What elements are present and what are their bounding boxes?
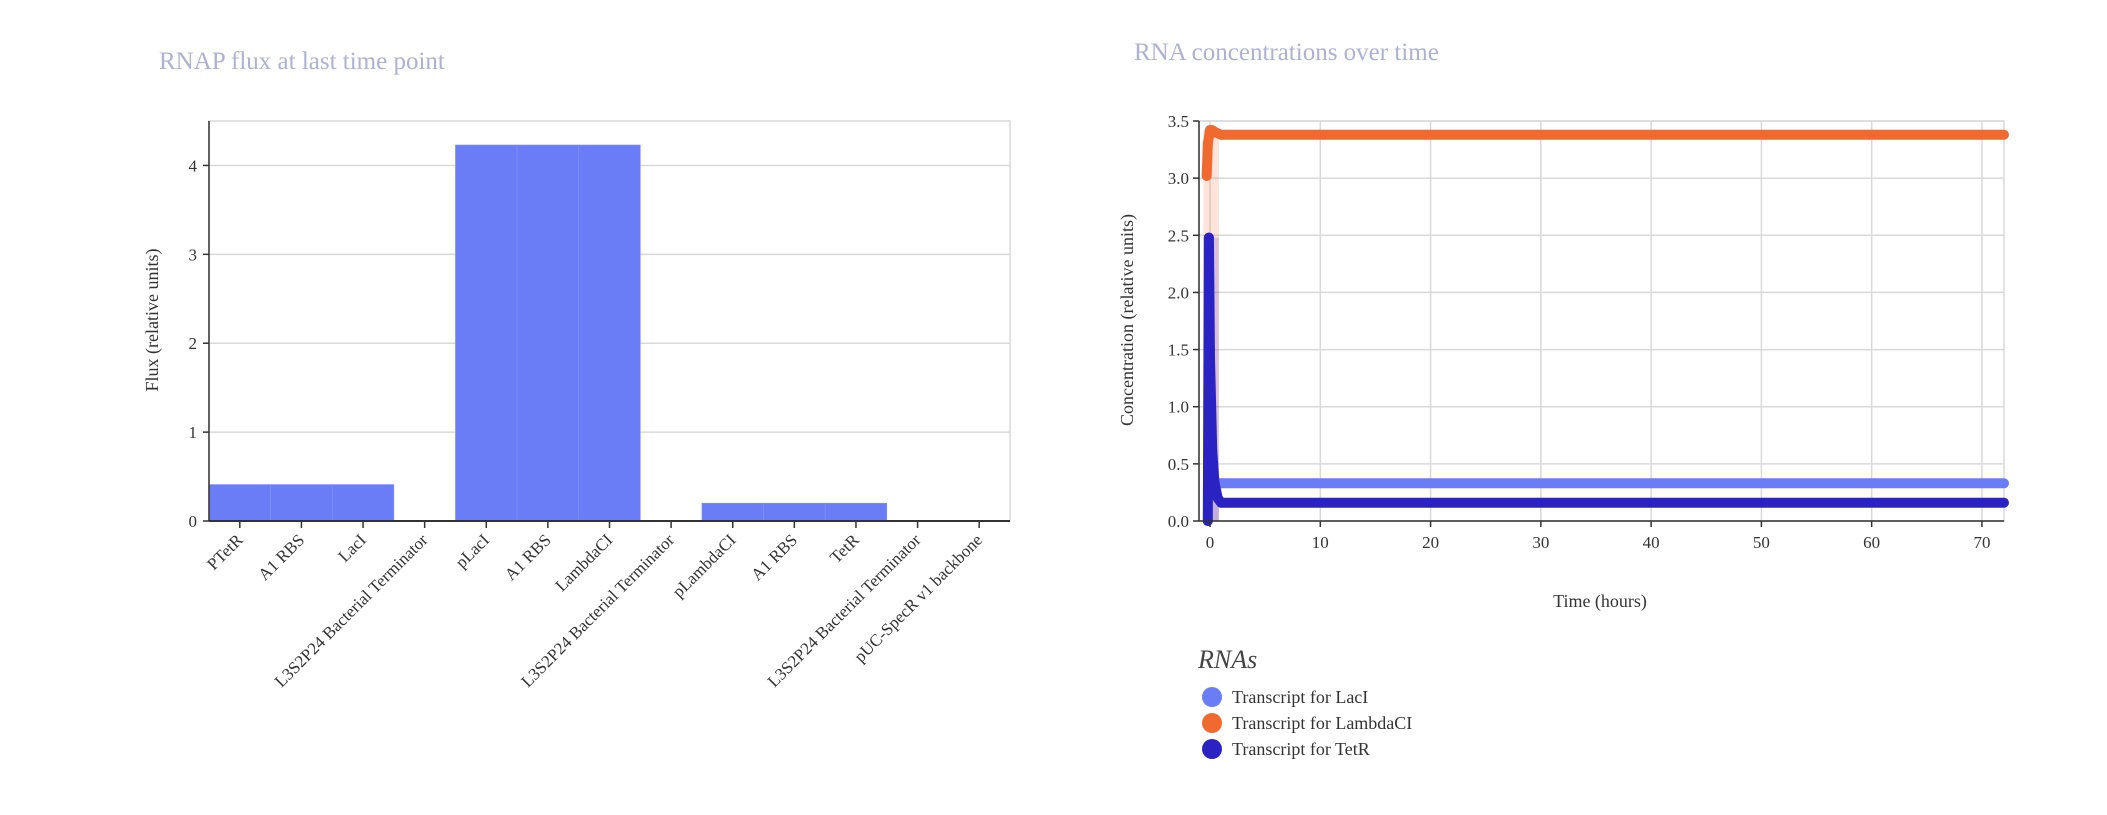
bar-y-ticks: 0 1 2 3 4 xyxy=(189,156,209,531)
series-point[interactable] xyxy=(1216,497,1227,508)
line-chart: RNA concentrations over time 0.0 0.5 1.0 1.… xyxy=(1117,39,2009,612)
line-y-tick-label: 0.5 xyxy=(1168,455,1189,474)
bar-y-tick-label: 1 xyxy=(189,423,198,442)
bar-chart: RNAP flux at last time point 0 1 2 3 4 PTetR… xyxy=(142,48,1011,691)
bar-series xyxy=(208,144,888,522)
line-axes xyxy=(1198,121,2004,522)
legend-swatch xyxy=(1202,739,1222,759)
line-x-tick-label: 40 xyxy=(1643,533,1660,552)
series-line[interactable] xyxy=(1205,478,2009,492)
legend-items: Transcript for LacI Transcript for Lambda… xyxy=(1202,687,1412,759)
legend-title: RNAs xyxy=(1197,645,1257,674)
series-point[interactable] xyxy=(1201,170,1212,181)
series-line[interactable] xyxy=(1202,232,2009,526)
line-chart-title: RNA concentrations over time xyxy=(1134,39,1439,66)
bar-chart-title: RNAP flux at last time point xyxy=(159,48,445,75)
bar-y-tick-label: 4 xyxy=(189,156,198,175)
bar-x-tick-label: LambdaCI xyxy=(551,530,616,595)
bar-x-tick-label: pUC-SpecR v1 backbone xyxy=(850,530,986,666)
bar-x-tick-label: A1 RBS xyxy=(501,530,555,584)
bar-y-tick-label: 0 xyxy=(189,512,198,531)
line-x-tick-label: 10 xyxy=(1312,533,1329,552)
bar-x-tick-label: PTetR xyxy=(203,530,247,574)
bar[interactable] xyxy=(701,502,764,522)
series-point[interactable] xyxy=(1209,477,1220,488)
line-x-tick-label: 20 xyxy=(1422,533,1439,552)
series-point[interactable] xyxy=(1216,129,1227,140)
line-y-ticks: 0.0 0.5 1.0 1.5 2.0 2.5 3.0 3.5 xyxy=(1168,112,1199,531)
line-y-tick-label: 0.0 xyxy=(1168,512,1189,531)
line-x-tick-label: 60 xyxy=(1863,533,1880,552)
line-series xyxy=(1201,125,2009,526)
bar[interactable] xyxy=(270,484,333,522)
line-y-tick-label: 2.5 xyxy=(1168,226,1189,245)
legend-swatch xyxy=(1202,713,1222,733)
line-x-tick-label: 30 xyxy=(1532,533,1549,552)
line-x-axis-title: Time (hours) xyxy=(1553,591,1647,612)
bar[interactable] xyxy=(763,502,826,522)
bar[interactable] xyxy=(824,502,888,522)
series-point[interactable] xyxy=(1203,232,1214,243)
bar[interactable] xyxy=(516,144,579,522)
line-x-tick-label: 0 xyxy=(1206,533,1215,552)
bar[interactable] xyxy=(208,484,271,522)
bar-y-tick-label: 3 xyxy=(189,245,198,264)
legend-swatch xyxy=(1202,687,1222,707)
line-x-tick-label: 50 xyxy=(1753,533,1770,552)
legend-label: Transcript for TetR xyxy=(1232,739,1370,759)
line-y-tick-label: 1.5 xyxy=(1168,341,1189,360)
line-y-tick-label: 1.0 xyxy=(1168,398,1189,417)
bar[interactable] xyxy=(578,144,641,522)
line-gridlines xyxy=(1198,120,2005,522)
line-x-ticks: 0 10 20 30 40 50 60 70 xyxy=(1206,521,1990,552)
series-line[interactable] xyxy=(1201,125,2009,181)
bar-x-tick-label: pLambdaCI xyxy=(669,530,740,601)
bar[interactable] xyxy=(331,484,395,522)
legend-label: Transcript for LacI xyxy=(1232,687,1368,707)
line-y-tick-label: 2.0 xyxy=(1168,283,1189,302)
bar-y-axis-title: Flux (relative units) xyxy=(142,249,163,392)
legend-item[interactable]: Transcript for LacI xyxy=(1202,687,1368,707)
bar-x-tick-label: pLacI xyxy=(452,530,494,572)
legend-item[interactable]: Transcript for LambdaCI xyxy=(1202,713,1412,733)
line-x-tick-label: 70 xyxy=(1973,533,1990,552)
bar[interactable] xyxy=(455,144,518,522)
legend-label: Transcript for LambdaCI xyxy=(1232,713,1412,733)
bar-x-tick-label: TetR xyxy=(826,530,863,567)
series-point[interactable] xyxy=(1205,353,1216,364)
bar-y-tick-label: 2 xyxy=(189,334,198,353)
line-y-tick-label: 3.5 xyxy=(1168,112,1189,131)
series-point[interactable] xyxy=(1207,445,1218,456)
bar-x-tick-label: A1 RBS xyxy=(254,530,308,584)
bar-x-tick-label: LacI xyxy=(334,530,370,566)
bar-x-tick-label: A1 RBS xyxy=(747,530,801,584)
line-y-axis-title: Concentration (relative units) xyxy=(1117,214,1138,426)
line-y-tick-label: 3.0 xyxy=(1168,169,1189,188)
series-point[interactable] xyxy=(1202,138,1213,149)
legend-item[interactable]: Transcript for TetR xyxy=(1202,739,1370,759)
